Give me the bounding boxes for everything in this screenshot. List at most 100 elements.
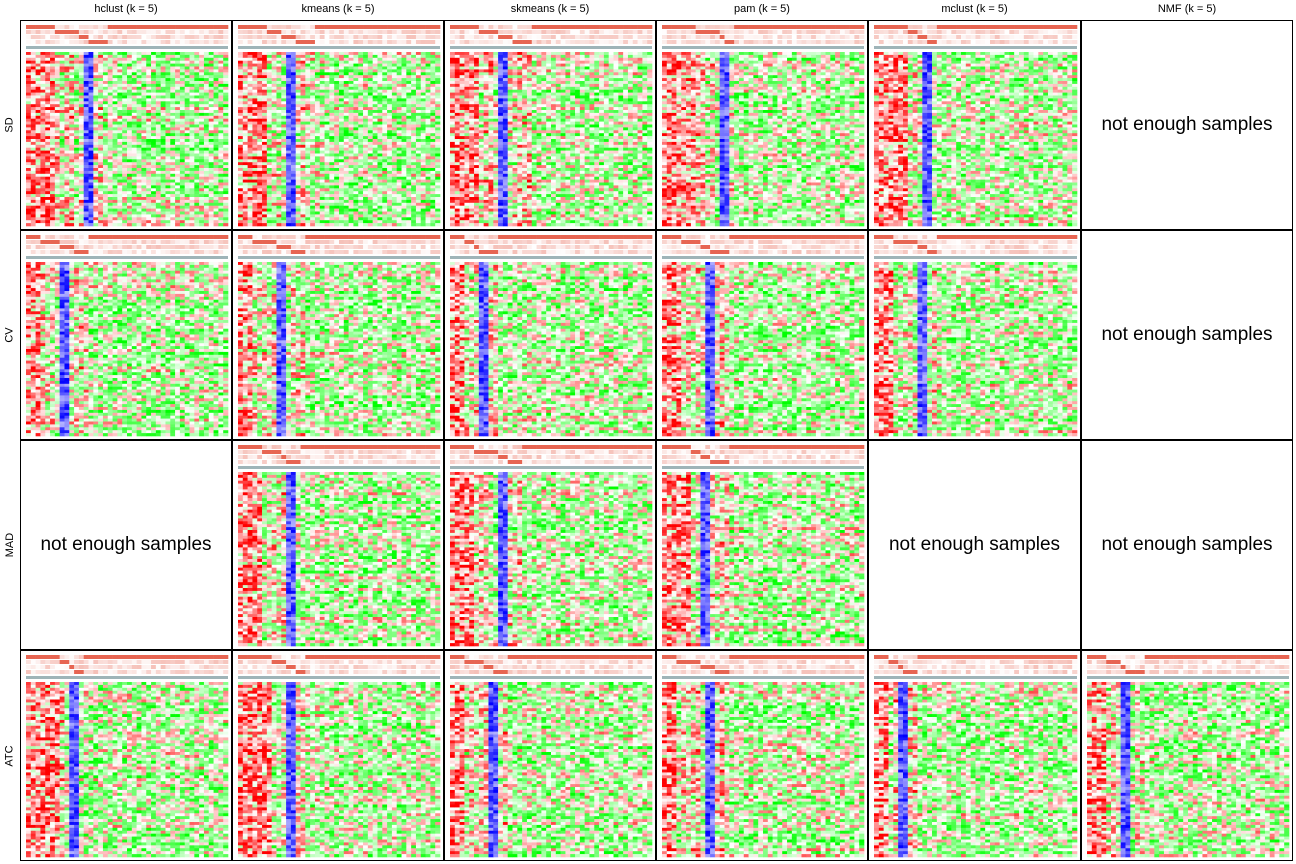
annotation-track-3 <box>662 245 865 249</box>
annotation-track-2 <box>238 240 441 244</box>
class-annotation-bar <box>450 46 652 49</box>
annotation-track-2 <box>1087 660 1290 664</box>
heatmap-cell-atc-mclust-k-5 <box>868 650 1081 861</box>
heatmap-plot <box>662 25 865 227</box>
annotation-track-4 <box>26 40 229 44</box>
heatmap-body <box>238 262 441 437</box>
annotation-track-3 <box>874 35 1078 39</box>
annotation-track-3 <box>26 35 229 39</box>
annotation-track-3 <box>450 665 653 669</box>
annotation-track-3 <box>662 455 865 459</box>
annotation-track-4 <box>238 670 441 674</box>
annotation-track-1 <box>26 25 229 29</box>
annotation-track-3 <box>238 665 441 669</box>
heatmap-body <box>450 262 653 437</box>
annotation-track-2 <box>662 450 865 454</box>
annotation-track-2 <box>450 240 653 244</box>
class-annotation-bar <box>662 466 864 469</box>
heatmap-body <box>874 682 1078 858</box>
annotation-track-2 <box>450 660 653 664</box>
annotation-track-2 <box>238 450 441 454</box>
annotation-track-1 <box>662 655 865 659</box>
heatmap-plot <box>238 235 441 437</box>
annotation-track-4 <box>450 250 653 254</box>
heatmap-cell-sd-pam-k-5 <box>656 20 868 230</box>
heatmap-plot <box>238 445 441 647</box>
column-title-hclust-k-5: hclust (k = 5) <box>20 3 232 17</box>
row-title-label: SD <box>4 117 16 132</box>
class-annotation-bar <box>450 256 652 259</box>
annotation-track-3 <box>662 665 865 669</box>
annotation-track-2 <box>874 30 1078 34</box>
heatmap-plot <box>450 25 653 227</box>
class-annotation-bar <box>238 256 440 259</box>
class-annotation-bar <box>662 256 864 259</box>
column-title-mclust-k-5: mclust (k = 5) <box>868 3 1081 17</box>
empty-message: not enough samples <box>1082 441 1292 649</box>
annotation-track-4 <box>874 670 1078 674</box>
heatmap-body <box>26 682 229 858</box>
annotation-track-2 <box>662 240 865 244</box>
annotation-track-4 <box>238 40 441 44</box>
column-title-pam-k-5: pam (k = 5) <box>656 3 868 17</box>
class-annotation-bar <box>238 466 440 469</box>
annotation-track-3 <box>238 35 441 39</box>
class-annotation-bar <box>450 466 652 469</box>
annotation-track-1 <box>238 655 441 659</box>
row-title-label: ATC <box>4 745 16 766</box>
class-annotation-bar <box>238 676 440 679</box>
annotation-track-1 <box>238 25 441 29</box>
heatmap-cell-atc-kmeans-k-5 <box>232 650 444 861</box>
annotation-track-1 <box>450 445 653 449</box>
annotation-track-1 <box>450 655 653 659</box>
annotation-track-1 <box>874 235 1078 239</box>
annotation-track-2 <box>450 30 653 34</box>
annotation-track-3 <box>450 455 653 459</box>
heatmap-body <box>450 52 653 227</box>
row-title-atc: ATC <box>0 650 20 861</box>
heatmap-body <box>662 472 865 647</box>
annotation-track-4 <box>26 250 229 254</box>
heatmap-cell-cv-mclust-k-5 <box>868 230 1081 440</box>
class-annotation-bar <box>26 256 228 259</box>
annotation-track-2 <box>662 30 865 34</box>
heatmap-body <box>450 472 653 647</box>
annotation-track-4 <box>238 250 441 254</box>
class-annotation-bar <box>26 46 228 49</box>
annotation-track-1 <box>874 25 1078 29</box>
heatmap-plot <box>874 655 1078 858</box>
annotation-track-1 <box>1087 655 1290 659</box>
heatmap-plot <box>662 445 865 647</box>
heatmap-cell-mad-hclust-k-5: not enough samples <box>20 440 232 650</box>
class-annotation-bar <box>662 676 864 679</box>
heatmap-cell-sd-kmeans-k-5 <box>232 20 444 230</box>
annotation-track-3 <box>238 245 441 249</box>
annotation-track-2 <box>26 30 229 34</box>
annotation-track-3 <box>1087 665 1290 669</box>
class-annotation-bar <box>874 256 1077 259</box>
column-title-nmf-k-5: NMF (k = 5) <box>1081 3 1293 17</box>
annotation-track-4 <box>662 40 865 44</box>
annotation-track-4 <box>874 40 1078 44</box>
heatmap-cell-cv-hclust-k-5 <box>20 230 232 440</box>
heatmap-cell-mad-mclust-k-5: not enough samples <box>868 440 1081 650</box>
annotation-track-4 <box>662 250 865 254</box>
heatmap-body <box>238 52 441 227</box>
heatmap-body <box>874 52 1078 227</box>
heatmap-plot <box>450 655 653 858</box>
empty-message: not enough samples <box>1082 21 1292 229</box>
annotation-track-1 <box>26 655 229 659</box>
heatmap-cell-sd-nmf-k-5: not enough samples <box>1081 20 1293 230</box>
heatmap-plot <box>874 235 1078 437</box>
annotation-track-1 <box>238 445 441 449</box>
heatmap-body <box>662 52 865 227</box>
class-annotation-bar <box>874 46 1077 49</box>
heatmap-body <box>238 472 441 647</box>
annotation-track-3 <box>450 245 653 249</box>
annotation-track-1 <box>874 655 1078 659</box>
annotation-track-4 <box>662 460 865 464</box>
heatmap-cell-cv-pam-k-5 <box>656 230 868 440</box>
heatmap-plot <box>1087 655 1290 858</box>
annotation-track-1 <box>450 25 653 29</box>
heatmap-cell-atc-skmeans-k-5 <box>444 650 656 861</box>
